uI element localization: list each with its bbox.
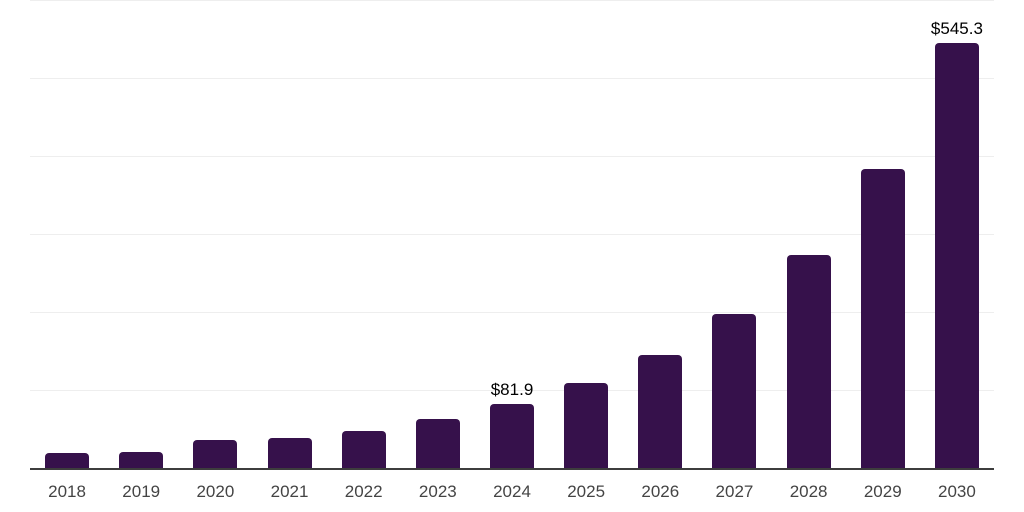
x-tick-label-2020: 2020 [196, 482, 235, 501]
gridline-300 [30, 234, 994, 235]
x-tick-label-2023: 2023 [418, 482, 457, 501]
x-tick-label-2030: 2030 [938, 482, 976, 501]
bar-2024 [490, 404, 534, 468]
bar-2025 [564, 383, 609, 468]
x-tick-label-2021: 2021 [270, 482, 309, 501]
bar-2026 [638, 355, 683, 468]
bar-2030 [934, 42, 979, 468]
bar-2021 [267, 437, 312, 468]
gridline-400 [30, 156, 994, 157]
x-tick-label-2018: 2018 [48, 482, 86, 501]
bar-value-label-2030: $545.3 [930, 18, 983, 38]
bar-2029 [860, 169, 905, 468]
bar-2020 [193, 440, 238, 468]
gridline-100 [30, 390, 994, 391]
x-axis-tick-labels: 2018 2019 2020 2021 2022 2023 2024 2025 2026 2027… [30, 483, 994, 507]
x-tick-label-2028: 2028 [789, 482, 828, 501]
gridline-600 [30, 0, 994, 1]
plot-area: $81.9 $545.3 [30, 0, 994, 470]
x-tick-label-2025: 2025 [567, 482, 606, 501]
x-tick-label-2022: 2022 [344, 482, 383, 501]
x-tick-label-2026: 2026 [641, 482, 680, 501]
bar-2022 [341, 430, 386, 468]
x-tick-label-2019: 2019 [122, 482, 161, 501]
bar-value-label-2024: $81.9 [490, 380, 534, 400]
gridline-500 [30, 78, 994, 79]
bar-2018 [45, 453, 90, 468]
bar-2027 [712, 314, 757, 468]
bar-2019 [119, 452, 164, 468]
x-tick-label-2029: 2029 [863, 482, 902, 501]
x-tick-label-2027: 2027 [715, 482, 754, 501]
bar-2023 [415, 419, 460, 468]
x-tick-label-2024: 2024 [493, 482, 531, 501]
gridline-200 [30, 312, 994, 313]
bar-2028 [786, 255, 831, 468]
